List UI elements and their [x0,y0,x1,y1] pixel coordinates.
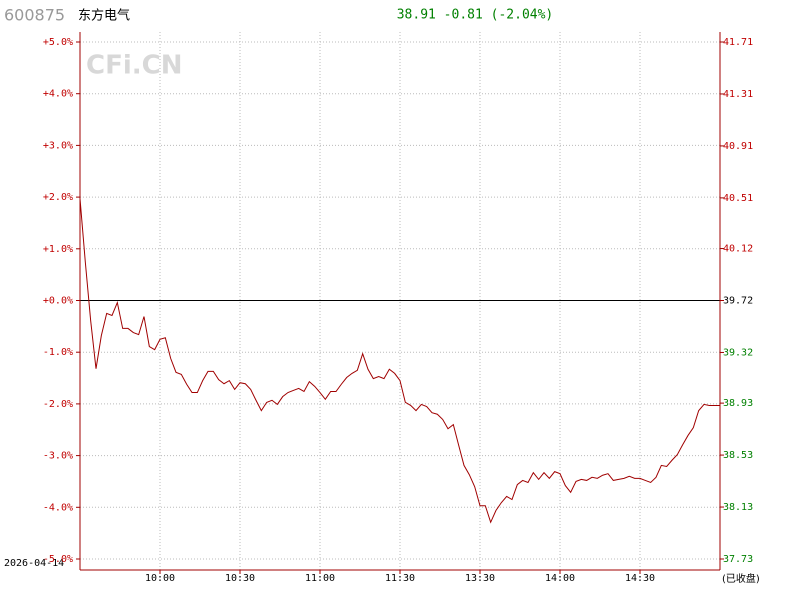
y2-tick-label: 41.71 [723,37,753,48]
y-tick-label: -4.0% [43,502,73,513]
stock-name: 东方电气 [78,8,130,24]
y-tick-label: -2.0% [43,399,73,410]
y-tick-label: +0.0% [43,296,73,307]
y2-tick-label: 40.91 [723,141,753,152]
y-tick-label: -5.0% [43,554,73,565]
y-tick-label: +3.0% [43,140,73,151]
y-tick-label: +2.0% [43,192,73,203]
y-tick-label: +1.0% [43,244,73,255]
y-tick-label: +4.0% [43,89,73,100]
y2-tick-label: 40.51 [723,193,753,204]
y2-tick-label: 41.31 [723,89,753,100]
y2-tick-label: 38.93 [723,398,753,409]
y2-tick-label: 37.73 [723,554,753,565]
y2-tick-label: 40.12 [723,244,753,255]
y2-tick-label: 38.53 [723,450,753,461]
status: (已收盘) [722,572,760,585]
y-tick-label: +5.0% [43,37,73,48]
x-tick-label: 11:30 [385,573,415,584]
x-tick-label: 10:30 [225,573,255,584]
y2-tick-label: 39.32 [723,347,753,358]
y2-tick-label: 38.13 [723,502,753,513]
quote: 38.91 -0.81 (-2.04%) [397,8,554,23]
date: 2026-04-14 [4,558,64,569]
price-line [79,198,720,524]
y2-tick-label: 39.72 [723,296,753,307]
x-tick-label: 14:00 [545,573,575,584]
x-tick-label: 13:30 [465,573,495,584]
x-tick-label: 11:00 [305,573,335,584]
y-tick-label: -1.0% [43,347,73,358]
symbol: 600875 [4,6,65,25]
x-tick-label: 10:00 [145,573,175,584]
y-tick-label: -3.0% [43,451,73,462]
watermark: CFi.CN [86,51,182,81]
x-tick-label: 14:30 [625,573,655,584]
